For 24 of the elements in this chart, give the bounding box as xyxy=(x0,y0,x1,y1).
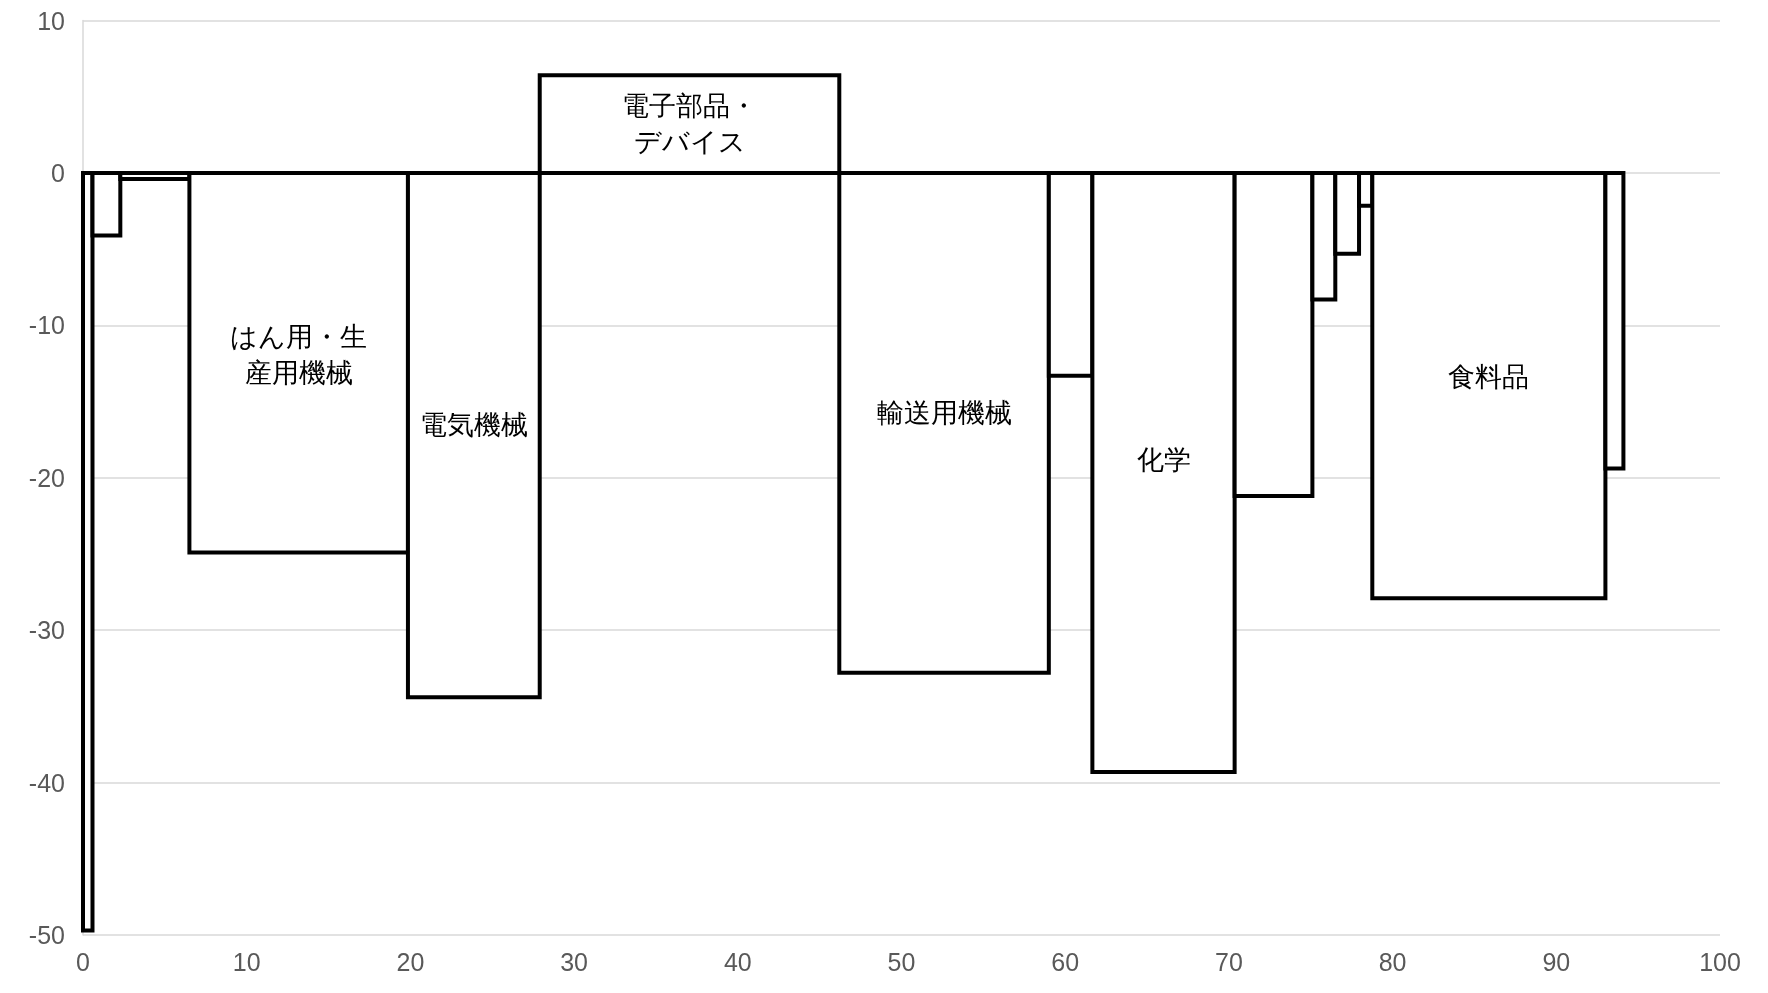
data-label: 食料品 xyxy=(1448,362,1530,393)
y-tick-label: 0 xyxy=(51,158,65,187)
y-tick-label: 10 xyxy=(37,6,65,35)
x-tick-label: 50 xyxy=(887,947,916,976)
data-label: 電気機械 xyxy=(419,409,528,440)
data-label: はん用・生産用機械 xyxy=(230,322,368,389)
y-tick-label: -50 xyxy=(28,921,65,949)
y-tick-label: -30 xyxy=(28,616,65,645)
x-tick-label: 10 xyxy=(232,947,261,976)
data-label: 電子部品・デバイス xyxy=(622,91,758,158)
y-tick-label: -20 xyxy=(28,463,65,492)
y-tick-label: -40 xyxy=(28,768,65,797)
x-tick-label: 0 xyxy=(76,947,90,976)
x-tick-label: 100 xyxy=(1699,947,1741,976)
x-tick-label: 20 xyxy=(396,947,425,976)
data-label: 化学 xyxy=(1136,445,1191,476)
data-label: 輸送用機械 xyxy=(876,397,1012,428)
x-tick-label: 70 xyxy=(1214,947,1243,976)
x-tick-label: 80 xyxy=(1378,947,1407,976)
x-tick-label: 90 xyxy=(1542,947,1571,976)
x-tick-label: 30 xyxy=(560,947,589,976)
x-tick-label: 40 xyxy=(723,947,752,976)
y-tick-label: -10 xyxy=(28,311,65,340)
x-tick-label: 60 xyxy=(1051,947,1080,976)
